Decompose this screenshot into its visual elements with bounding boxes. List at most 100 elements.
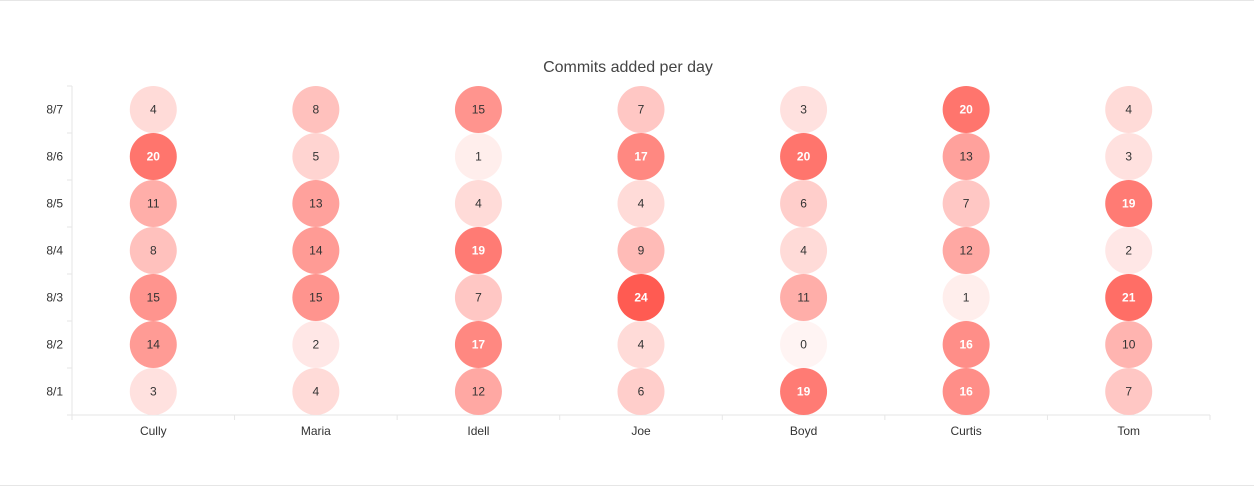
bubble-value-label: 4 <box>638 338 645 352</box>
x-tick-label: Tom <box>1117 424 1140 438</box>
bubble-value-label: 20 <box>797 150 811 164</box>
bubble-value-label: 14 <box>147 338 161 352</box>
y-tick-label: 8/3 <box>46 291 63 305</box>
bubble-value-label: 4 <box>313 385 320 399</box>
bubble-value-label: 9 <box>638 244 645 258</box>
bubble-value-label: 3 <box>800 103 807 117</box>
bubble-value-label: 13 <box>959 150 973 164</box>
bubble <box>780 133 828 180</box>
bubble-value-label: 8 <box>313 103 320 117</box>
bubble-value-label: 24 <box>634 291 648 305</box>
bubble <box>454 180 502 227</box>
bubble <box>454 368 502 415</box>
bubble-value-label: 15 <box>472 103 486 117</box>
x-tick-label: Cully <box>140 424 167 438</box>
bubble-value-label: 4 <box>800 244 807 258</box>
bubble <box>617 274 665 321</box>
bubble <box>292 86 340 133</box>
y-tick-label: 8/1 <box>46 385 63 399</box>
bubble <box>454 227 502 274</box>
bubble <box>129 274 177 321</box>
x-tick-label: Idell <box>467 424 489 438</box>
bubble-value-label: 0 <box>800 338 807 352</box>
bubble-value-label: 13 <box>309 197 323 211</box>
bubble-value-label: 4 <box>150 103 157 117</box>
bubble <box>617 133 665 180</box>
bubble <box>292 180 340 227</box>
bubble-value-label: 19 <box>1122 197 1136 211</box>
bubble <box>1105 368 1153 415</box>
bubble <box>780 227 828 274</box>
bubble <box>454 133 502 180</box>
bubble-value-label: 1 <box>475 150 482 164</box>
bubble-value-label: 15 <box>309 291 323 305</box>
bubble-value-label: 14 <box>309 244 323 258</box>
y-tick-label: 8/2 <box>46 338 63 352</box>
bubble-value-label: 7 <box>475 291 482 305</box>
bubble <box>1105 180 1153 227</box>
bubble <box>780 321 828 368</box>
bubble <box>129 180 177 227</box>
bubble-value-label: 3 <box>1125 150 1132 164</box>
bubble-value-label: 5 <box>313 150 320 164</box>
bubble <box>617 86 665 133</box>
bubble <box>1105 227 1153 274</box>
bubble <box>129 321 177 368</box>
bubble <box>1105 321 1153 368</box>
bubble <box>292 133 340 180</box>
bubble <box>454 86 502 133</box>
bubble <box>292 227 340 274</box>
bubble <box>292 274 340 321</box>
bubble-value-label: 7 <box>963 197 970 211</box>
bubble-value-label: 17 <box>634 150 648 164</box>
bubble-value-label: 21 <box>1122 291 1136 305</box>
bubble-value-label: 10 <box>1122 338 1136 352</box>
y-tick-label: 8/5 <box>46 197 63 211</box>
bubble <box>617 321 665 368</box>
bubble-value-label: 16 <box>959 338 973 352</box>
bubble-value-label: 7 <box>1125 385 1132 399</box>
bubble <box>780 274 828 321</box>
bubble <box>292 368 340 415</box>
x-tick-label: Joe <box>631 424 651 438</box>
bubble <box>454 274 502 321</box>
bubble <box>942 274 990 321</box>
bubble <box>292 321 340 368</box>
bubble-value-label: 17 <box>472 338 486 352</box>
bubble-value-label: 4 <box>475 197 482 211</box>
bubble-marks: 4 8 15 7 3 20 420 5 1 17 20 13 311 13 4 4 6 7 198 14 19 9 4 12 2… <box>129 86 1153 415</box>
bubble <box>780 180 828 227</box>
bubble-value-label: 11 <box>797 291 810 305</box>
chart-title: Commits added per day <box>543 59 713 76</box>
bubble-value-label: 4 <box>1125 103 1132 117</box>
bubble-value-label: 2 <box>313 338 320 352</box>
bubble <box>942 321 990 368</box>
bubble <box>942 133 990 180</box>
bubble <box>129 227 177 274</box>
y-tick-label: 8/6 <box>46 150 63 164</box>
bubble-value-label: 7 <box>638 103 645 117</box>
bubble <box>129 86 177 133</box>
y-tick-label: 8/7 <box>46 103 63 117</box>
bubble-value-label: 12 <box>959 244 973 258</box>
bubble <box>942 227 990 274</box>
bubble <box>780 86 828 133</box>
bubble <box>942 368 990 415</box>
bubble <box>780 368 828 415</box>
bubble <box>617 227 665 274</box>
bubble-value-label: 12 <box>472 385 486 399</box>
bubble-value-label: 11 <box>147 197 160 211</box>
bubble-value-label: 3 <box>150 385 157 399</box>
x-tick-label: Maria <box>301 424 331 438</box>
bubble <box>129 368 177 415</box>
y-tick-label: 8/4 <box>46 244 63 258</box>
bubble <box>454 321 502 368</box>
bubble <box>617 180 665 227</box>
bubble <box>1105 274 1153 321</box>
bubble-value-label: 2 <box>1125 244 1132 258</box>
bubble <box>1105 86 1153 133</box>
bubble-value-label: 4 <box>638 197 645 211</box>
bubble-value-label: 16 <box>959 385 973 399</box>
bubble <box>942 86 990 133</box>
bubble <box>129 133 177 180</box>
